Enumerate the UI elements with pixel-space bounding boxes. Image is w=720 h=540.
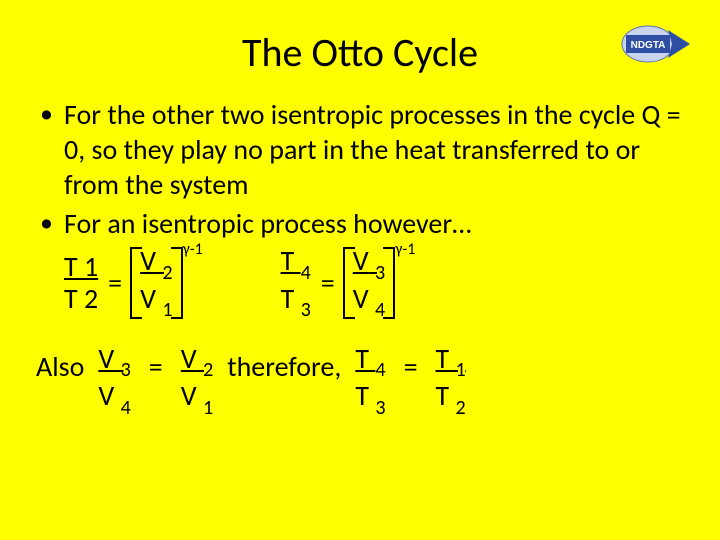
equals-sign: = bbox=[145, 343, 167, 384]
eq1-left-bot: T 2 bbox=[64, 283, 98, 315]
equation-2: T 4 T 3 = V 3 V 4 γ-1 bbox=[281, 245, 394, 321]
equals-sign: = bbox=[104, 265, 126, 300]
also-word: Also bbox=[36, 343, 84, 384]
therefore-word: therefore, bbox=[227, 343, 341, 384]
equals-sign: = bbox=[317, 265, 339, 300]
logo-badge: NDGTA bbox=[620, 20, 692, 73]
equation-row: T 1 T 2 = V 2 V 1 γ-1 T 4 T 3 = V 3 V 4 … bbox=[36, 245, 690, 321]
equation-1: T 1 T 2 = V 2 V 1 γ-1 bbox=[64, 245, 181, 321]
logo-text: NDGTA bbox=[631, 40, 666, 51]
bullet-2: For an isentropic process however… bbox=[36, 206, 690, 241]
bullet-1: For the other two isentropic processes i… bbox=[36, 97, 690, 202]
eq2-bracket: V 3 V 4 γ-1 bbox=[345, 245, 393, 321]
eq2-exponent: γ-1 bbox=[395, 241, 415, 259]
equals-sign: = bbox=[400, 343, 422, 384]
eq1-left-top: T 1 bbox=[64, 251, 98, 283]
eq1-bracket: V 2 V 1 γ-1 bbox=[132, 245, 180, 321]
slide-body: For the other two isentropic processes i… bbox=[0, 97, 720, 418]
slide-title: The Otto Cycle bbox=[0, 0, 720, 97]
also-line: Also V 3 V 4 = V 2 V 1 therefore, T 4 T … bbox=[36, 343, 690, 419]
eq1-exponent: γ-1 bbox=[183, 241, 203, 259]
